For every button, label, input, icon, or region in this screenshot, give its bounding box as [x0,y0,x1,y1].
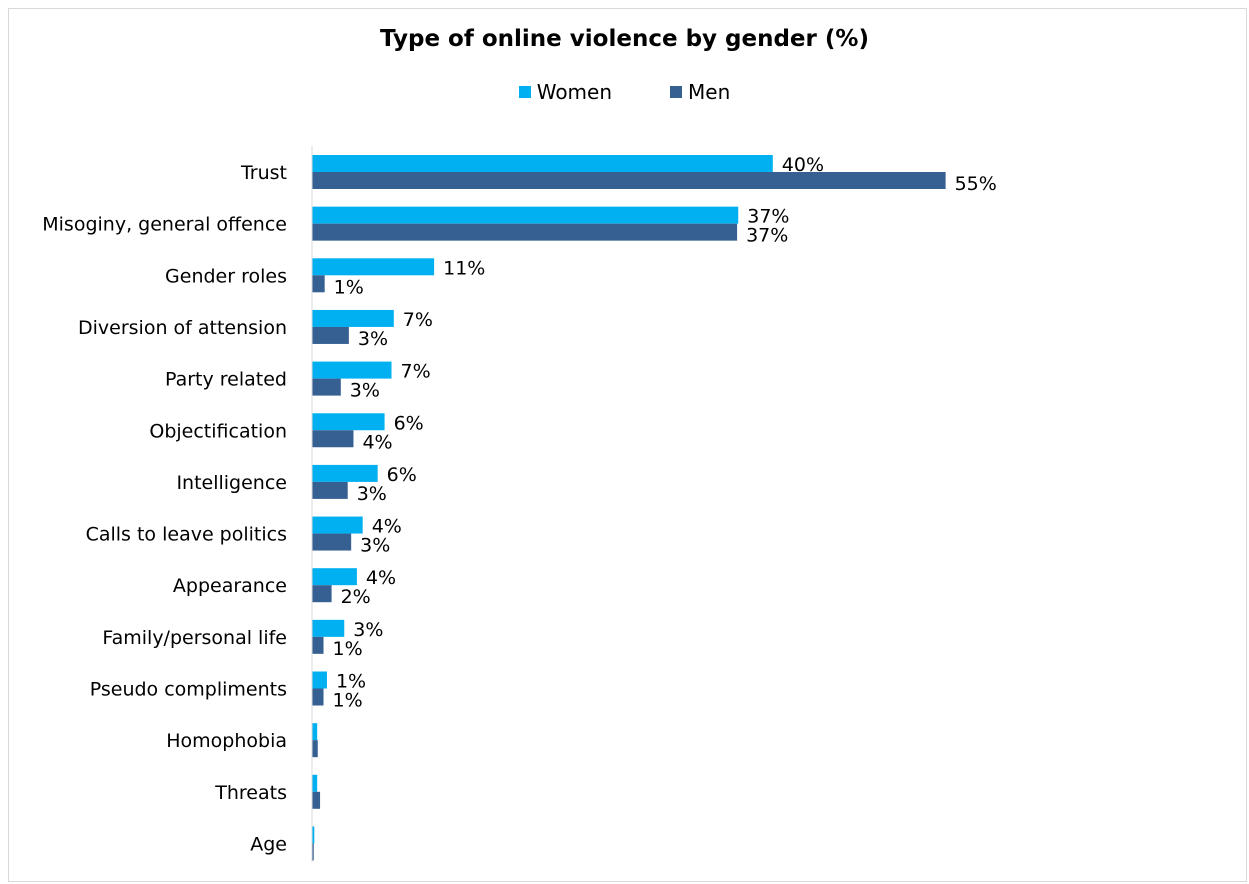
data-label-women: 7% [400,361,430,383]
data-label-women: 40% [782,154,824,176]
data-label-women: 6% [387,464,417,486]
bar-men [312,223,738,241]
chart-frame [8,8,1247,882]
bar-men [312,275,325,293]
bar-men [312,585,332,603]
bar-women [312,155,773,172]
category-label: Homophobia [166,730,287,752]
bar-women [312,309,394,327]
chart-legend: Women Men [0,80,1249,104]
bar-women [312,464,378,482]
bar-men [312,378,341,396]
bar-women [312,671,327,689]
chart-title: Type of online violence by gender (%) [380,26,869,52]
bar-men [312,533,352,551]
category-label: Appearance [173,575,287,597]
bar-men [312,740,318,758]
bar-men [312,636,324,654]
bar-men [312,172,946,189]
category-label: Objectification [149,420,287,442]
bar-women [312,826,315,844]
data-label-men: 3% [360,535,390,557]
category-label: Misoginy, general offence [42,214,287,236]
bar-women [312,206,739,224]
category-label: Intelligence [176,472,287,494]
data-label-women: 7% [403,309,433,331]
category-label: Age [250,833,287,855]
bar-women [312,723,318,741]
category-label: Diversion of attension [78,317,287,339]
bar-men [312,791,321,809]
legend-item-women: Women [518,80,613,104]
legend-label-men: Men [688,80,731,104]
category-label: Pseudo compliments [90,679,287,701]
data-label-men: 55% [955,173,997,195]
data-label-men: 3% [357,483,387,505]
legend-swatch-women [518,86,531,98]
category-label: Trust [240,162,287,184]
bar-women [312,413,385,431]
legend-swatch-men [670,86,683,98]
bar-men [312,688,324,706]
bar-men [312,326,349,344]
bar-women [312,568,357,586]
data-label-women: 11% [443,257,485,279]
category-label: Party related [165,369,287,391]
category-label: Gender roles [165,265,287,287]
data-label-men: 37% [746,225,788,247]
data-label-men: 3% [350,380,380,402]
data-label-men: 4% [362,431,392,453]
category-label: Calls to leave politics [86,524,287,546]
data-label-men: 1% [333,638,363,660]
data-label-men: 3% [358,328,388,350]
data-label-women: 1% [336,671,366,693]
data-label-men: 2% [341,586,371,608]
data-label-men: 1% [334,276,364,298]
data-label-women: 4% [366,567,396,589]
bar-men [312,481,348,499]
bar-women [312,516,363,534]
data-label-women: 6% [394,412,424,434]
category-label: Family/personal life [102,627,287,649]
data-label-women: 37% [747,206,789,228]
data-label-women: 4% [372,516,402,538]
bar-men [312,430,354,448]
bar-women [312,619,345,637]
bar-women [312,361,392,379]
legend-label-women: Women [536,80,613,104]
bar-men [312,843,314,861]
data-label-men: 1% [333,690,363,712]
data-label-women: 3% [353,619,383,641]
category-label: Threats [214,782,287,804]
legend-item-men: Men [670,80,730,104]
bar-women [312,258,435,276]
bar-women [312,774,318,792]
